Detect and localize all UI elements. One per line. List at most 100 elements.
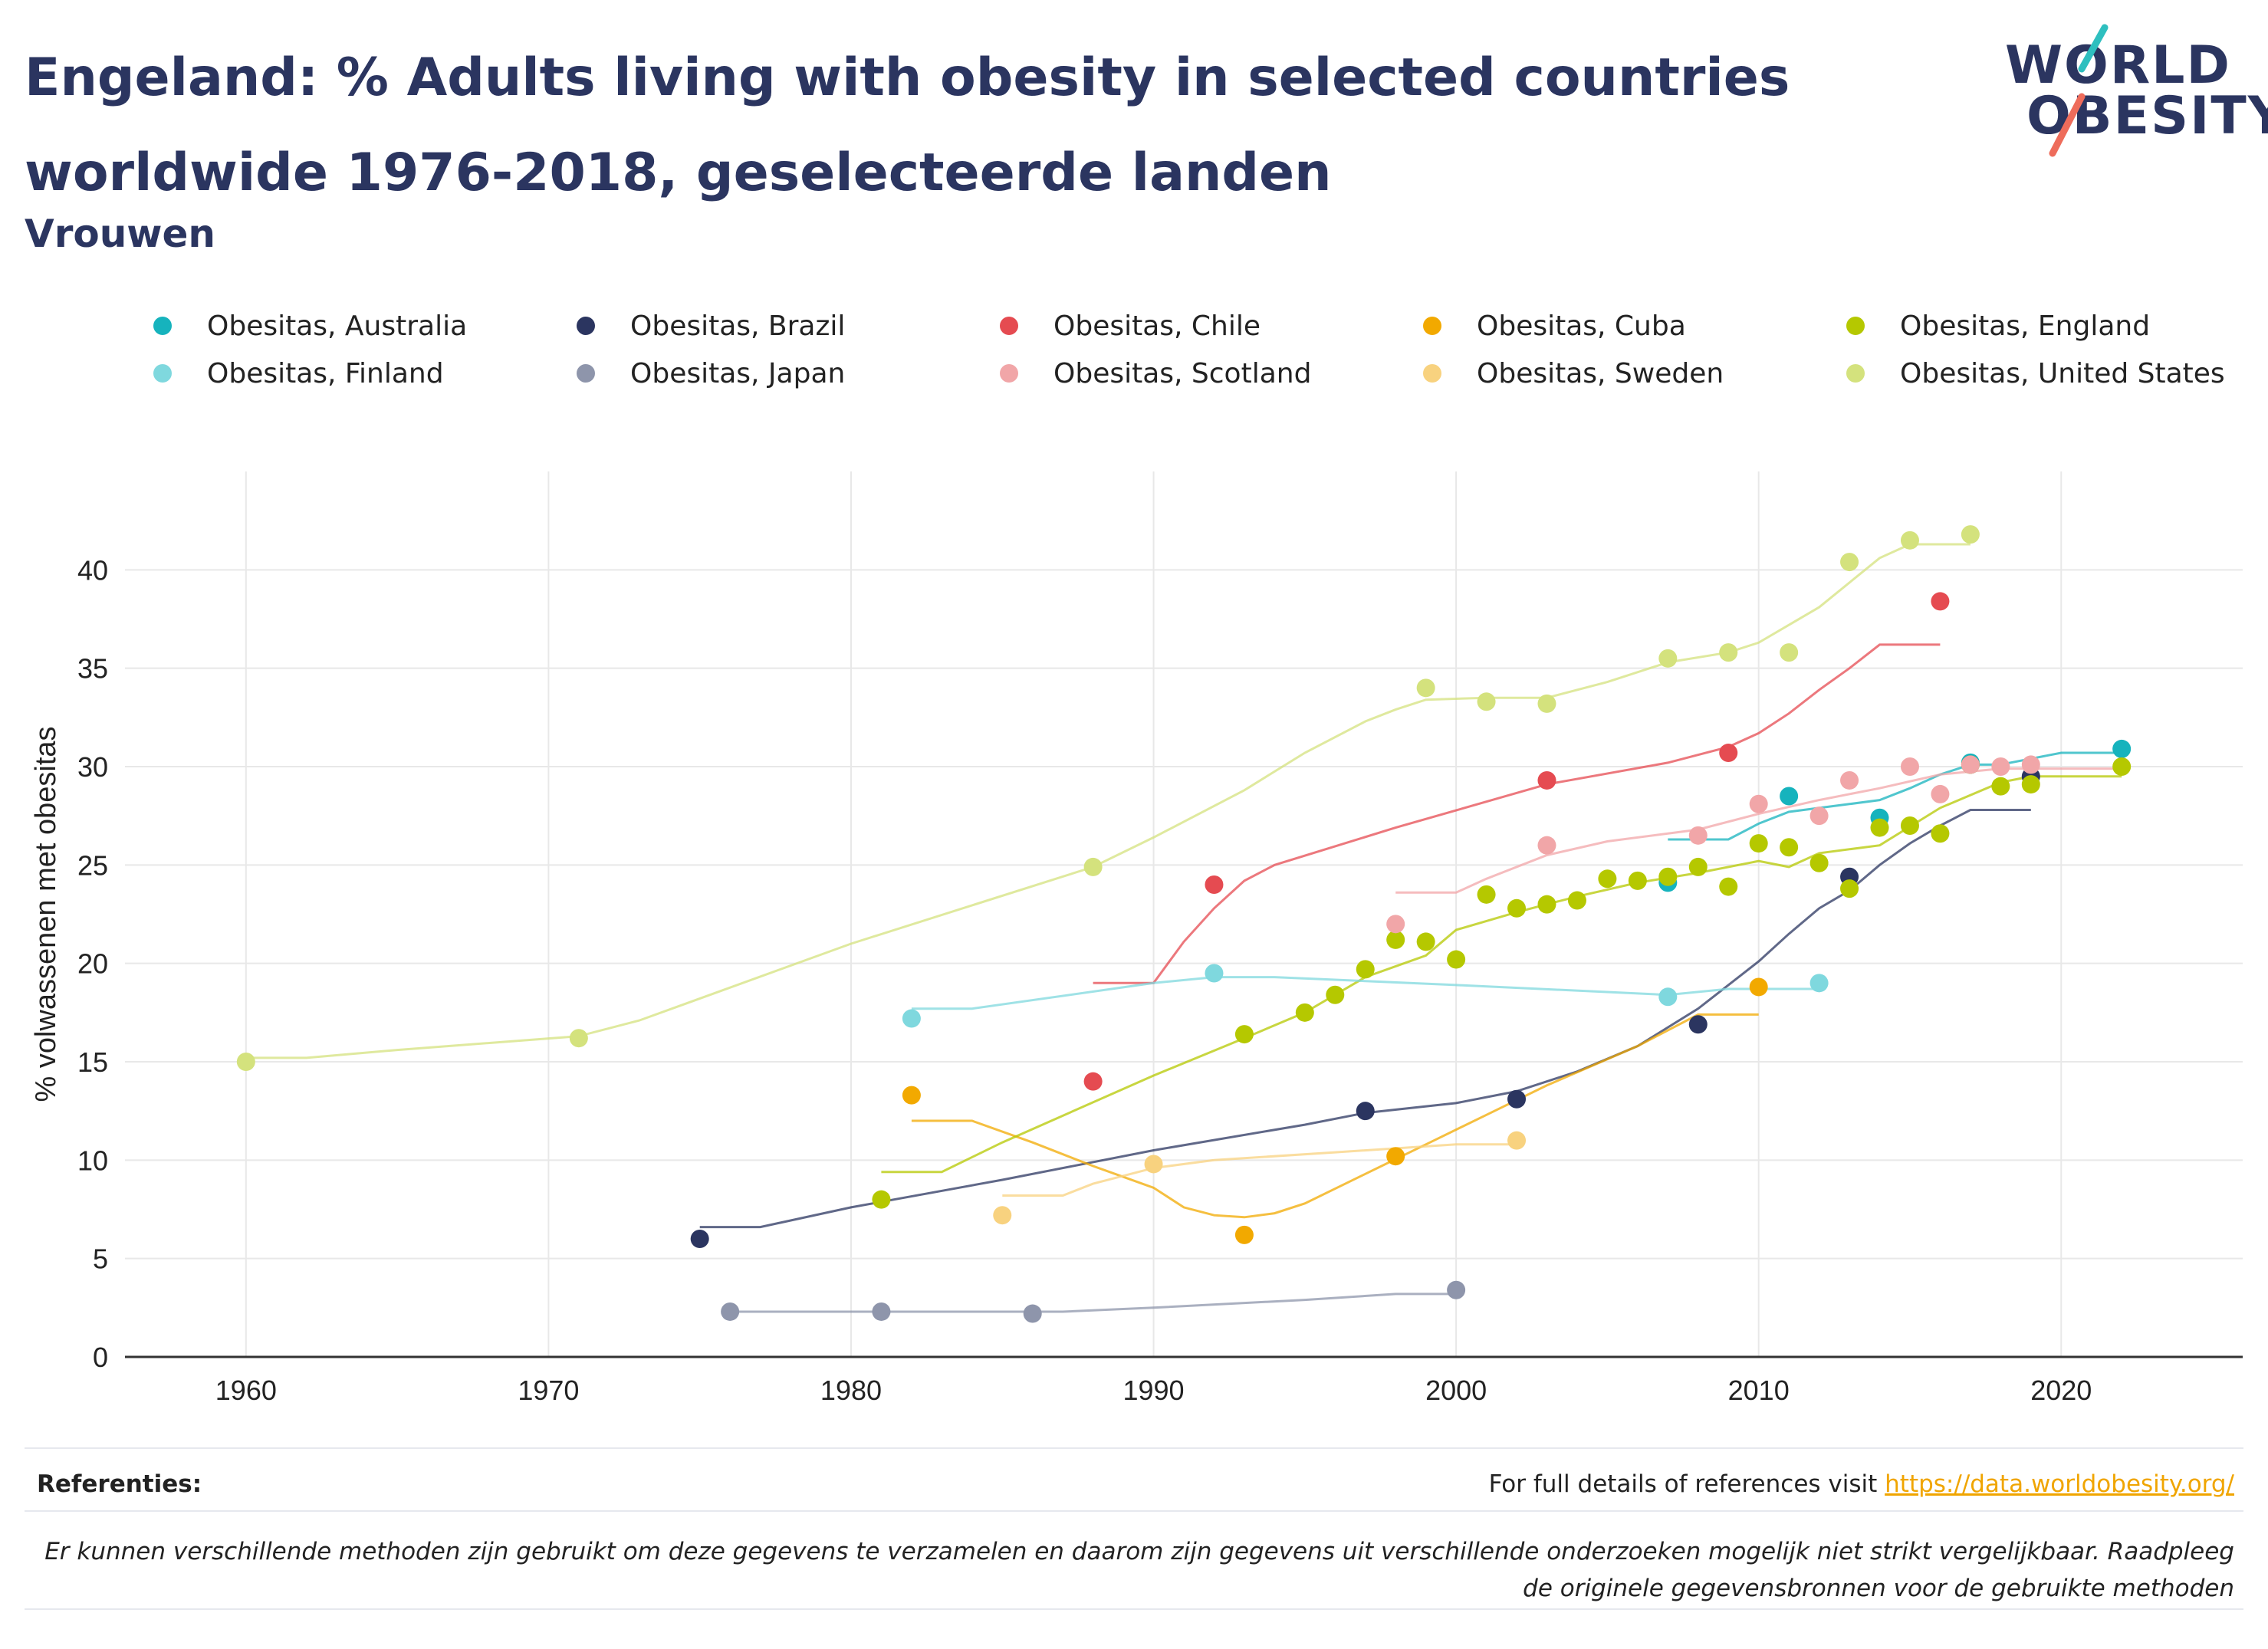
legend-label: Obesitas, Brazil (630, 310, 846, 342)
legend: Obesitas, Australia Obesitas, Brazil Obesi… (153, 307, 2262, 406)
data-point-united-states-2011[interactable] (1780, 643, 1799, 662)
data-point-united-states-1999[interactable] (1416, 678, 1435, 698)
data-point-cuba-2010[interactable] (1749, 977, 1768, 997)
data-point-united-states-1988[interactable] (1083, 857, 1103, 876)
data-point-england-2011[interactable] (1780, 838, 1799, 857)
data-point-scotland-2003[interactable] (1537, 836, 1556, 855)
data-point-chile-1988[interactable] (1083, 1072, 1103, 1091)
data-point-finland-1982[interactable] (902, 1009, 921, 1028)
legend-item-australia[interactable]: Obesitas, Australia (153, 307, 467, 345)
data-point-scotland-1998[interactable] (1386, 915, 1405, 934)
data-point-england-2022[interactable] (2112, 757, 2132, 776)
data-point-united-states-2001[interactable] (1477, 692, 1496, 711)
data-point-england-1996[interactable] (1326, 985, 1345, 1004)
data-point-australia-2022[interactable] (2112, 739, 2132, 758)
data-point-england-1997[interactable] (1356, 960, 1375, 979)
data-point-brazil-2008[interactable] (1688, 1015, 1708, 1034)
legend-marker-icon (1846, 364, 1865, 383)
legend-item-chile[interactable]: Obesitas, Chile (1000, 307, 1261, 345)
legend-item-cuba[interactable]: Obesitas, Cuba (1423, 307, 1686, 345)
data-point-scotland-2019[interactable] (2021, 755, 2040, 774)
data-point-sweden-1990[interactable] (1144, 1155, 1163, 1174)
chart-tick-labels: 0 5 10 15 20 25 30 35 40 1960 1970 1980 1990 2000 2010… (77, 554, 2092, 1406)
data-point-united-states-2017[interactable] (1961, 525, 1980, 544)
data-point-finland-2012[interactable] (1809, 974, 1829, 993)
data-point-united-states-2007[interactable] (1658, 649, 1678, 668)
data-point-cuba-1982[interactable] (902, 1086, 921, 1105)
data-point-japan-1986[interactable] (1023, 1304, 1042, 1323)
data-point-sweden-1985[interactable] (993, 1206, 1012, 1225)
data-point-england-2019[interactable] (2021, 775, 2040, 794)
data-point-england-2018[interactable] (1991, 777, 2010, 796)
legend-label: Obesitas, Australia (207, 310, 468, 342)
data-point-england-2009[interactable] (1719, 877, 1738, 896)
data-point-chile-2009[interactable] (1719, 744, 1738, 763)
references-text: For full details of references visit htt… (1489, 1470, 2234, 1498)
data-point-united-states-1960[interactable] (236, 1053, 255, 1071)
data-point-brazil-2002[interactable] (1507, 1089, 1527, 1109)
legend-item-scotland[interactable]: Obesitas, Scotland (1000, 354, 1311, 393)
data-point-england-2001[interactable] (1477, 885, 1496, 904)
legend-item-england[interactable]: Obesitas, England (1846, 307, 2150, 345)
data-point-england-2003[interactable] (1537, 895, 1556, 914)
data-point-united-states-2009[interactable] (1719, 643, 1738, 662)
data-point-england-1981[interactable] (872, 1190, 891, 1209)
data-point-japan-2000[interactable] (1447, 1280, 1466, 1299)
data-point-brazil-1975[interactable] (690, 1230, 709, 1248)
data-point-finland-2007[interactable] (1658, 987, 1678, 1007)
data-point-cuba-1998[interactable] (1386, 1147, 1405, 1166)
references-link[interactable]: https://data.worldobesity.org/ (1885, 1470, 2234, 1498)
data-point-finland-1992[interactable] (1205, 964, 1224, 983)
data-point-england-2013[interactable] (1840, 879, 1859, 898)
data-point-england-2000[interactable] (1447, 950, 1466, 969)
data-point-scotland-2017[interactable] (1961, 755, 1980, 774)
data-point-england-2006[interactable] (1628, 871, 1647, 890)
data-point-england-2015[interactable] (1900, 816, 1919, 835)
data-point-england-2016[interactable] (1931, 824, 1950, 843)
data-point-sweden-2002[interactable] (1507, 1131, 1527, 1150)
legend-marker-icon (577, 317, 595, 335)
data-point-england-2008[interactable] (1688, 857, 1708, 876)
data-point-japan-1976[interactable] (721, 1302, 740, 1321)
legend-marker-icon (1423, 364, 1441, 383)
legend-item-sweden[interactable]: Obesitas, Sweden (1423, 354, 1724, 393)
data-point-england-1998[interactable] (1386, 930, 1405, 949)
data-point-united-states-2003[interactable] (1537, 694, 1556, 713)
data-point-england-2010[interactable] (1749, 834, 1768, 853)
data-point-england-2004[interactable] (1567, 891, 1586, 910)
data-point-england-2012[interactable] (1809, 853, 1829, 872)
legend-item-finland[interactable]: Obesitas, Finland (153, 354, 444, 393)
data-point-england-2002[interactable] (1507, 898, 1527, 918)
data-point-england-1993[interactable] (1234, 1025, 1254, 1044)
legend-item-united-states[interactable]: Obesitas, United States (1846, 354, 2225, 393)
trend-line-australia (1668, 751, 2122, 841)
data-point-scotland-2016[interactable] (1931, 784, 1950, 803)
data-point-england-2014[interactable] (1870, 818, 1889, 837)
data-point-england-2005[interactable] (1598, 869, 1617, 889)
data-point-united-states-1971[interactable] (569, 1029, 588, 1048)
trend-line-sweden (1002, 1143, 1517, 1197)
legend-item-brazil[interactable]: Obesitas, Brazil (577, 307, 845, 345)
data-point-england-2007[interactable] (1658, 867, 1678, 886)
data-point-scotland-2018[interactable] (1991, 757, 2010, 776)
y-axis-label: % volwassenen met obesitas (30, 726, 62, 1102)
data-point-united-states-2015[interactable] (1900, 531, 1919, 550)
data-point-united-states-2013[interactable] (1840, 553, 1859, 572)
data-point-scotland-2013[interactable] (1840, 770, 1859, 790)
data-point-chile-2003[interactable] (1537, 770, 1556, 790)
data-point-scotland-2015[interactable] (1900, 757, 1919, 776)
data-point-scotland-2008[interactable] (1688, 826, 1708, 845)
chart-trend-lines (245, 543, 2122, 1313)
data-point-scotland-2010[interactable] (1749, 794, 1768, 813)
data-point-brazil-1997[interactable] (1356, 1102, 1375, 1121)
data-point-cuba-1993[interactable] (1234, 1225, 1254, 1244)
data-point-england-1999[interactable] (1416, 932, 1435, 951)
data-point-scotland-2012[interactable] (1809, 806, 1829, 826)
legend-marker-icon (1000, 317, 1018, 335)
data-point-chile-1992[interactable] (1205, 875, 1224, 894)
legend-item-japan[interactable]: Obesitas, Japan (577, 354, 845, 393)
data-point-england-1995[interactable] (1295, 1003, 1314, 1022)
data-point-australia-2011[interactable] (1780, 787, 1799, 806)
data-point-chile-2016[interactable] (1931, 592, 1950, 611)
data-point-japan-1981[interactable] (872, 1302, 891, 1321)
